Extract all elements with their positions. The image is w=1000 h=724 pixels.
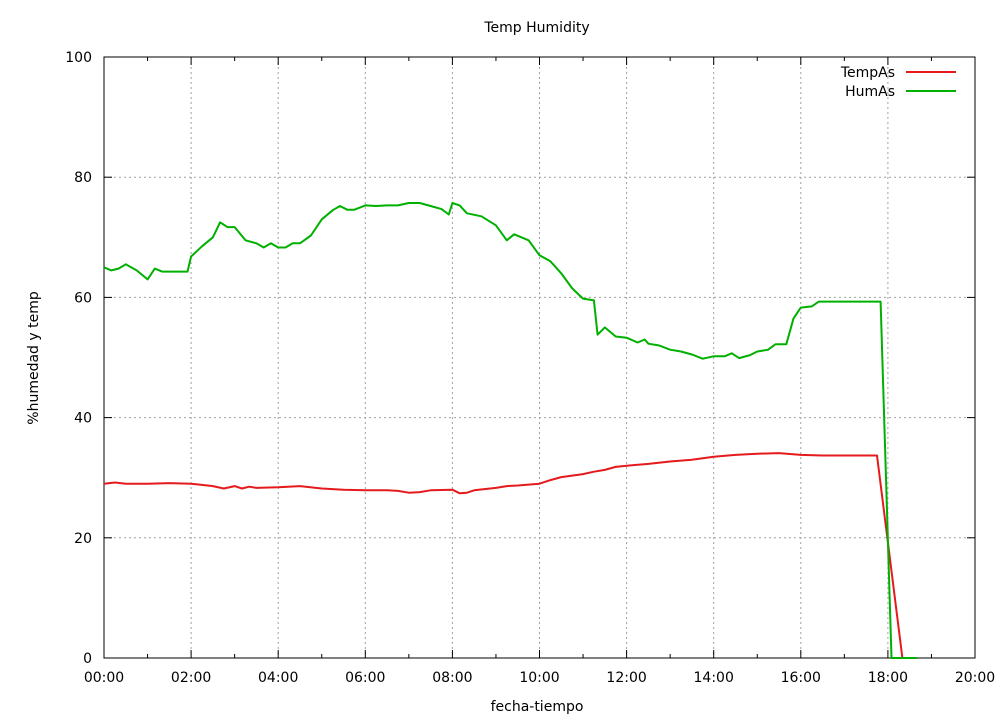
y-tick-label: 60 <box>74 290 92 306</box>
x-tick-label: 02:00 <box>171 670 211 686</box>
series-layer <box>103 202 917 659</box>
y-axis-label: %humedad y temp <box>26 291 42 425</box>
x-tick-label: 08:00 <box>432 670 472 686</box>
y-tick-label: 0 <box>83 651 92 667</box>
x-tick-label: 18:00 <box>868 670 908 686</box>
y-tick-label: 20 <box>74 531 92 547</box>
grid-layer <box>104 57 975 658</box>
x-tick-label: 04:00 <box>258 670 298 686</box>
x-tick-label: 06:00 <box>345 670 385 686</box>
y-tick-label: 80 <box>74 170 92 186</box>
plot-frame <box>103 56 976 659</box>
x-tick-label: 00:00 <box>84 670 124 686</box>
series-line-tempas <box>103 452 904 659</box>
y-tick-label: 40 <box>74 411 92 427</box>
x-tick-label: 14:00 <box>694 670 734 686</box>
axis-layer: 00:00 02:00 04:00 06:00 08:00 10:00 12:00 14:00… <box>65 50 995 686</box>
legend-label-humas: HumAs <box>845 84 895 100</box>
x-axis-label: fecha-tiempo <box>491 699 584 715</box>
x-tick-label: 16:00 <box>781 670 821 686</box>
legend: TempAs HumAs <box>840 65 956 100</box>
x-tick-label: 10:00 <box>519 670 559 686</box>
x-tick-label: 12:00 <box>606 670 646 686</box>
x-tick-label: 20:00 <box>955 670 995 686</box>
chart-title: Temp Humidity <box>483 20 589 36</box>
y-tick-label: 100 <box>65 50 92 66</box>
legend-label-tempas: TempAs <box>840 65 895 81</box>
series-line-humas <box>103 202 917 659</box>
